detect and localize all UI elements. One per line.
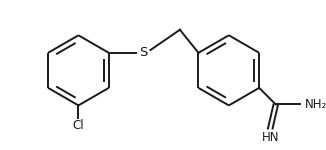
- Text: HN: HN: [261, 131, 279, 144]
- Text: S: S: [139, 46, 147, 59]
- Text: NH₂: NH₂: [305, 98, 326, 111]
- Text: Cl: Cl: [73, 119, 84, 132]
